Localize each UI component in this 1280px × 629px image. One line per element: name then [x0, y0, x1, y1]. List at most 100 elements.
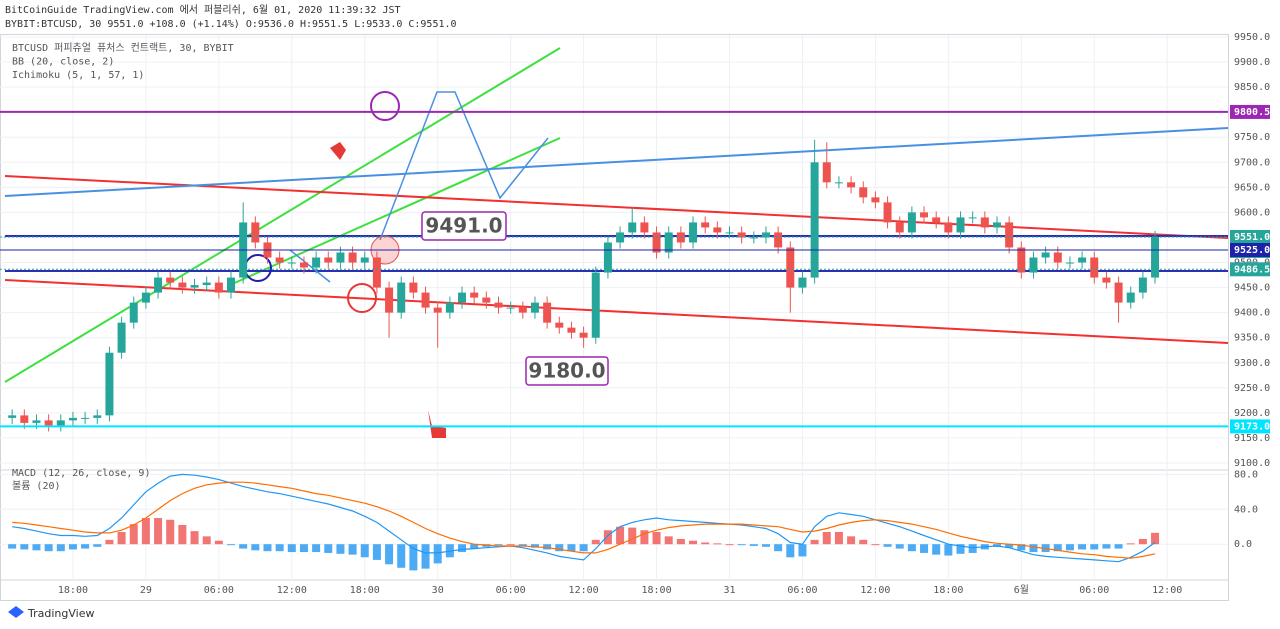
candle-body — [1138, 277, 1147, 293]
candle-body — [1041, 252, 1050, 258]
histogram-bar — [1053, 544, 1062, 552]
histogram-bar — [883, 544, 892, 547]
histogram-bar — [859, 539, 868, 545]
candle-body — [1126, 292, 1135, 303]
histogram-bar — [141, 518, 150, 545]
candle-body — [190, 285, 199, 288]
histogram-bar — [968, 544, 977, 553]
annotation-box — [421, 211, 507, 241]
histogram-bar — [591, 539, 600, 545]
candle-body — [397, 282, 406, 313]
price-label-box — [1230, 229, 1270, 244]
candle-body — [701, 222, 710, 228]
histogram-bar — [1102, 544, 1111, 549]
price-label-box — [1230, 104, 1270, 119]
histogram-bar — [93, 544, 102, 547]
histogram-bar — [178, 525, 187, 545]
histogram-bar — [299, 544, 308, 553]
histogram-bar — [834, 531, 843, 545]
histogram-bar — [798, 544, 807, 557]
x-tick-label: 06:00 — [204, 585, 234, 596]
candle-body — [312, 257, 321, 268]
histogram-bar — [409, 544, 418, 571]
projection-arrow — [379, 91, 549, 241]
histogram-bar — [749, 544, 758, 546]
histogram-bar — [737, 544, 746, 546]
sad-icon — [347, 283, 377, 313]
histogram-bar — [348, 544, 357, 555]
candle-body — [445, 302, 454, 313]
histogram-bar — [470, 544, 479, 549]
candle-body — [421, 292, 430, 308]
x-tick-label: 12:00 — [569, 585, 599, 596]
candle-body — [749, 237, 758, 239]
x-tick-label: 12:00 — [860, 585, 890, 596]
histogram-bar — [336, 544, 345, 554]
candle-body — [348, 252, 357, 263]
histogram-bar — [372, 544, 381, 560]
histogram-bar — [32, 544, 41, 551]
candle-body — [847, 182, 856, 188]
histogram-bar — [8, 544, 17, 549]
y-tick-label: 9950.0 — [1234, 32, 1270, 43]
candle-body — [494, 302, 503, 308]
candle-body — [372, 257, 381, 288]
candle-body — [129, 302, 138, 323]
candle-body — [798, 277, 807, 288]
candle-body — [32, 420, 41, 423]
trend-line — [4, 279, 1229, 344]
hand-icon — [428, 410, 446, 438]
histogram-bar — [1029, 544, 1038, 553]
histogram-bar — [506, 544, 515, 546]
candle-body — [433, 307, 442, 313]
histogram-bar — [603, 530, 612, 545]
candle-body — [871, 197, 880, 203]
y-tick-label: 9300.0 — [1234, 358, 1270, 369]
axes: 18:00 29 06:00 12:00 18:00 30 06:00 12:00 18:00 3… — [12, 32, 1270, 596]
histogram-bar — [275, 544, 284, 552]
histogram-bar — [397, 544, 406, 568]
histogram-bar — [81, 544, 90, 549]
histogram-bar — [227, 544, 236, 546]
histogram-bar — [810, 539, 819, 545]
header-line2: BYBIT:BTCUSD, 30 9551.0 +108.0 (+1.14%) … — [5, 19, 457, 30]
candle-body — [920, 212, 929, 218]
candle-body — [956, 217, 965, 233]
y-tick-label: 80.0 — [1234, 469, 1258, 480]
histogram-bar — [652, 531, 661, 545]
chart-frame — [0, 34, 1229, 601]
histogram-bar — [360, 544, 369, 558]
candle-body — [689, 222, 698, 243]
histogram-bar — [385, 544, 394, 565]
histogram-bar — [579, 544, 588, 552]
trend-line — [4, 175, 1229, 239]
candle-body — [543, 302, 552, 323]
candle-body — [932, 217, 941, 223]
candle-body — [725, 232, 734, 234]
candle-body — [591, 272, 600, 338]
price-label-box — [1230, 242, 1270, 257]
candle-body — [275, 257, 284, 263]
histogram-bar — [628, 527, 637, 545]
y-tick-label: 9200.0 — [1234, 408, 1270, 419]
x-tick-label: 18:00 — [350, 585, 380, 596]
drawings — [4, 47, 1229, 438]
histogram-bar — [105, 539, 114, 545]
trend-line — [229, 137, 561, 286]
histogram-bar — [616, 526, 625, 545]
x-tick-label: 30 — [432, 585, 444, 596]
price-label: 9551.0 — [1234, 232, 1270, 243]
histogram-bar — [56, 544, 65, 552]
histogram-bar — [324, 544, 333, 553]
candle-body — [324, 257, 333, 263]
candle-body — [287, 262, 296, 264]
candle-body — [664, 232, 673, 253]
histogram-bar — [1090, 544, 1099, 550]
histogram-bar — [530, 544, 539, 548]
header-line1: BitCoinGuide TradingView.com 에서 퍼블리쉬, 6월… — [5, 4, 401, 16]
y-tick-label: 9100.0 — [1234, 458, 1270, 469]
candle-body — [154, 277, 163, 293]
candle-body — [1090, 257, 1099, 278]
candle-body — [567, 327, 576, 333]
price-label: 9173.0 — [1234, 421, 1270, 432]
